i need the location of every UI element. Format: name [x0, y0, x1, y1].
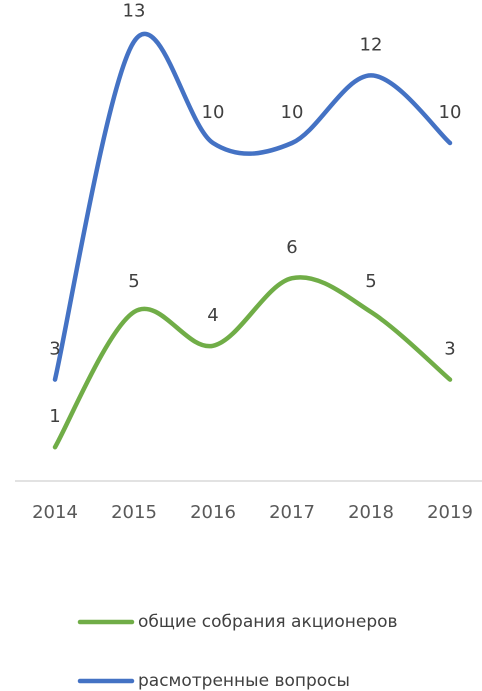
data-label: 1 — [49, 406, 60, 427]
legend-label: общие собрания акционеров — [138, 612, 398, 632]
series-line — [52, 31, 453, 382]
data-label: 10 — [439, 102, 462, 123]
x-tick-label: 2016 — [190, 502, 236, 523]
x-tick-label: 2017 — [269, 502, 315, 523]
legend-label: расмотренные вопросы — [138, 671, 350, 691]
data-label: 5 — [128, 271, 139, 292]
x-tick-label: 2019 — [427, 502, 473, 523]
data-label: 6 — [286, 237, 297, 258]
series-line — [52, 275, 453, 450]
data-label: 12 — [360, 34, 383, 55]
data-label: 4 — [207, 305, 218, 326]
x-tick-label: 2018 — [348, 502, 394, 523]
x-tick-label: 2015 — [111, 502, 157, 523]
data-label: 3 — [49, 339, 60, 360]
data-label: 13 — [123, 1, 146, 22]
x-tick-label: 2014 — [32, 502, 78, 523]
data-label: 10 — [202, 102, 225, 123]
data-label: 3 — [444, 339, 455, 360]
data-label: 10 — [281, 102, 304, 123]
data-label: 5 — [365, 271, 376, 292]
